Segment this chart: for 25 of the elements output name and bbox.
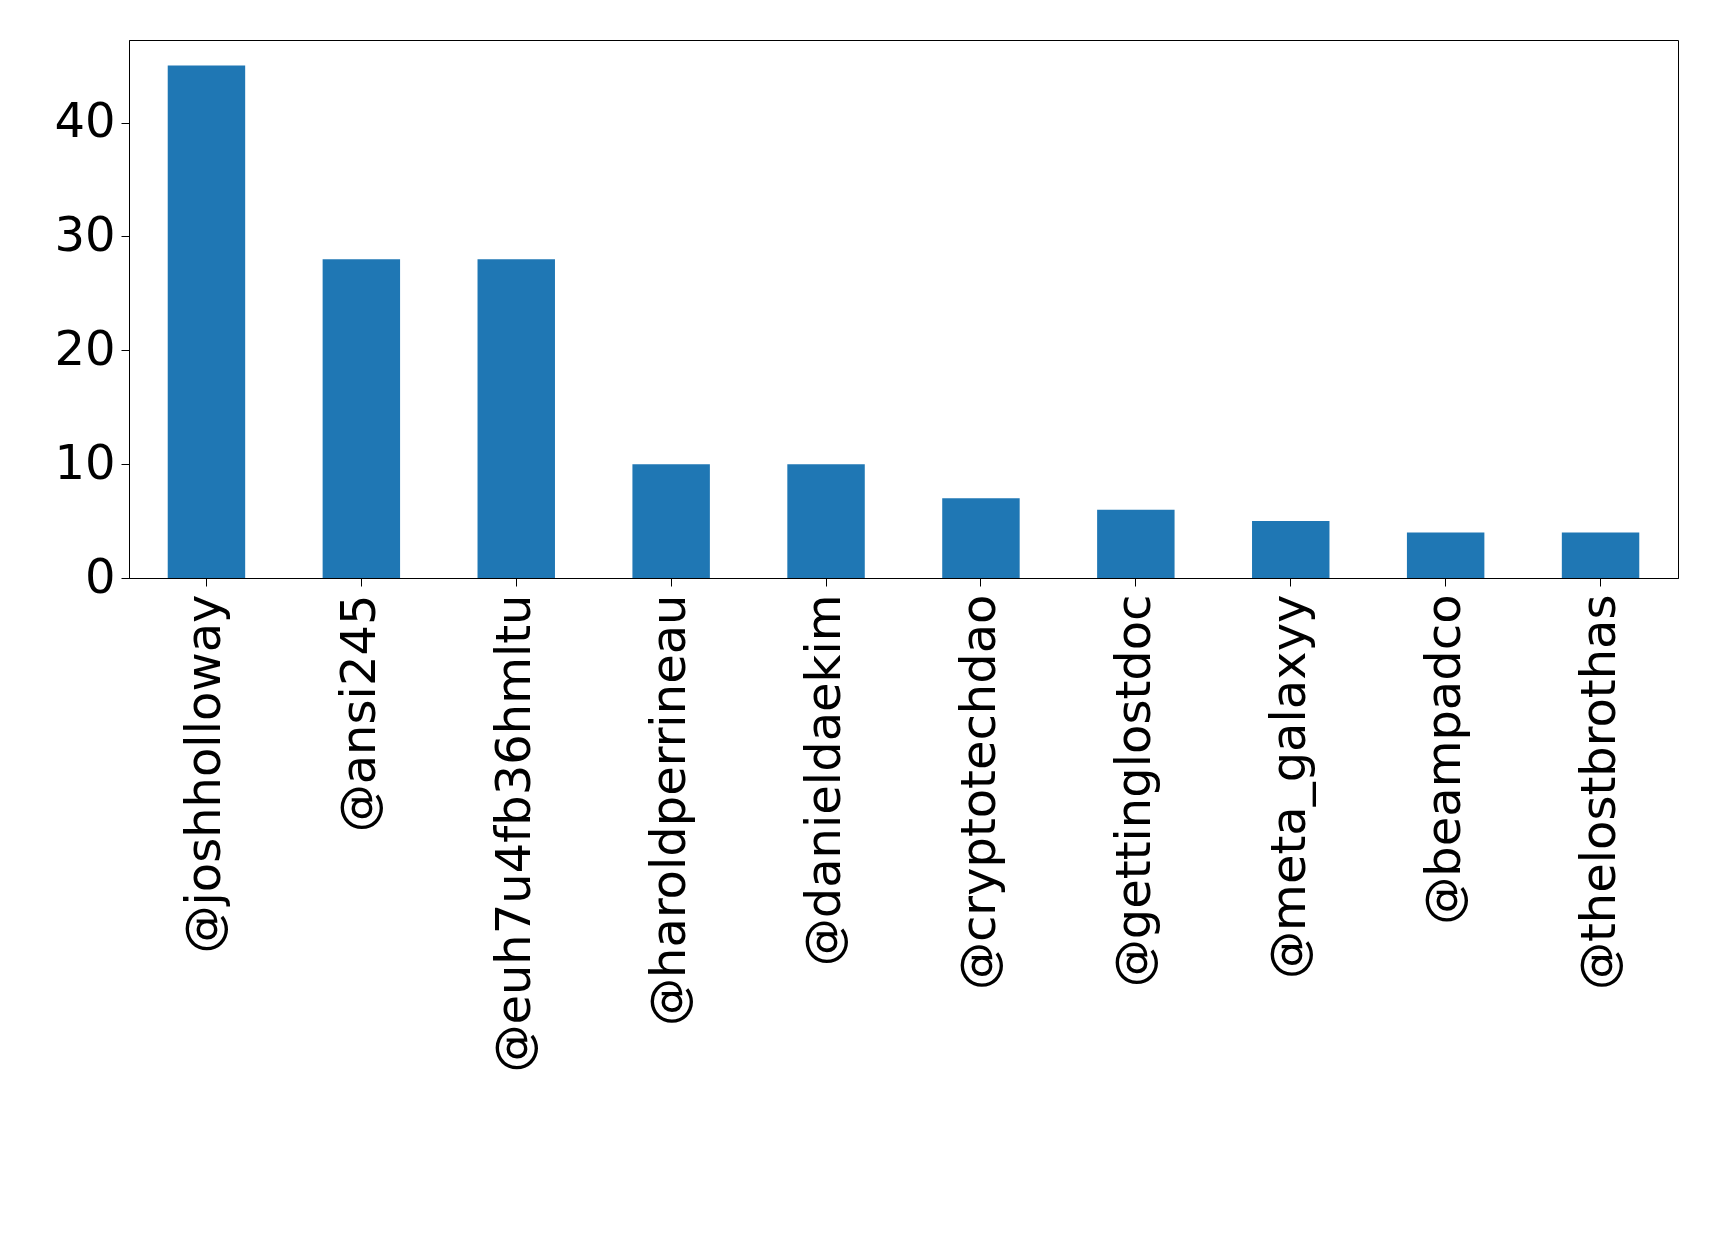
x-tick-label: @joshholloway	[175, 594, 232, 954]
bar	[632, 464, 710, 578]
bar	[1406, 532, 1485, 578]
x-tick-label: @meta_galaxyy	[1259, 594, 1316, 979]
bar	[477, 259, 555, 578]
bar	[167, 65, 246, 578]
y-tick-label: 20	[54, 319, 116, 376]
x-tick-label: @ansi245	[330, 594, 387, 833]
bar	[942, 498, 1020, 578]
bar	[1561, 532, 1640, 578]
y-tick-label: 40	[54, 92, 116, 149]
bar	[322, 259, 401, 578]
x-tick-label: @cryptotechdao	[949, 594, 1006, 991]
x-tick-label: @beampadco	[1414, 594, 1471, 925]
x-tick-label: @thelostbrothas	[1569, 594, 1626, 990]
x-tick-label: @gettinglostdoc	[1104, 594, 1161, 988]
x-tick-label: @haroldperrineau	[640, 594, 697, 1026]
y-tick-label: 30	[54, 205, 116, 262]
bar	[787, 464, 865, 578]
y-tick-label: 0	[84, 547, 116, 604]
x-tick-label: @danieldaekim	[795, 594, 852, 967]
bar	[1252, 521, 1330, 578]
bar	[1097, 509, 1175, 578]
y-tick-label: 10	[54, 433, 116, 490]
x-tick-label: @euh7u4fb36hmltu	[485, 594, 542, 1073]
